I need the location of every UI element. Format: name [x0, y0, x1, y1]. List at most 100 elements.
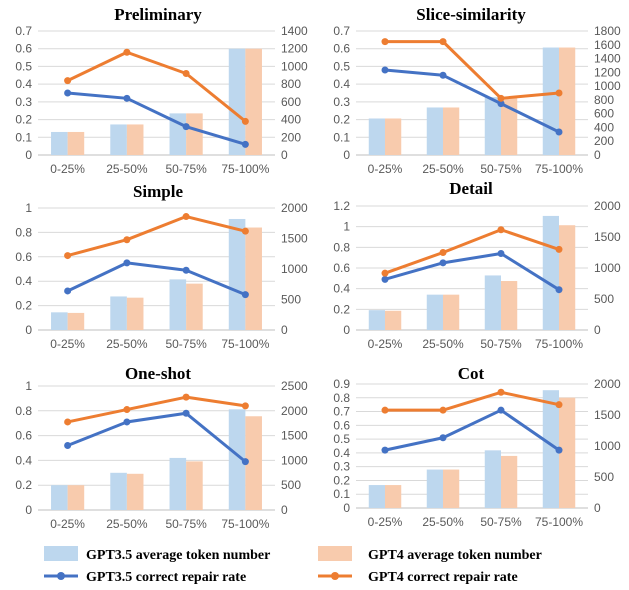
point-gpt4-rate: [381, 38, 389, 46]
left-tick-label: 0.6: [333, 418, 350, 432]
point-gpt4-rate: [381, 269, 389, 277]
line-gpt4-rate: [385, 390, 560, 412]
point-gpt4-rate: [555, 89, 563, 97]
left-tick-label: 1: [25, 379, 32, 393]
left-tick-label: 0.4: [333, 77, 350, 91]
panel-title: Cot: [458, 364, 485, 383]
bar-gpt4-tokens: [126, 473, 144, 510]
legend-marker-gpt35-rate: [57, 572, 65, 580]
bar-gpt35-tokens: [368, 118, 385, 155]
line-gpt35-rate: [384, 252, 560, 291]
chart-panel-4: Detail 0 0.2 0.4 0.6 0.8 1 1.2 0 500 1000 1500 2000 0…: [333, 179, 621, 351]
left-tick-label: 0.3: [15, 95, 32, 109]
right-tick-label: 800: [594, 93, 614, 107]
point-gpt35-rate: [381, 66, 389, 74]
right-tick-label: 1000: [594, 261, 621, 275]
point-gpt4-rate: [64, 77, 72, 85]
right-tick-label: 0: [594, 148, 601, 162]
line-gpt35-rate: [67, 91, 246, 146]
category-label: 75-100%: [535, 515, 583, 529]
legend-item-gpt35-rate: GPT3.5 correct repair rate: [44, 570, 246, 585]
point-gpt35-rate: [555, 128, 563, 136]
left-tick-label: 0.4: [15, 274, 32, 288]
point-gpt4-rate: [182, 393, 190, 401]
right-tick-label: 1000: [281, 453, 308, 467]
legend-swatch-gpt35-tokens: [44, 546, 78, 561]
right-tick-label: 1600: [594, 38, 621, 52]
left-tick-label: 0.2: [333, 473, 350, 487]
panel-title: One-shot: [125, 364, 191, 383]
bar-gpt35-tokens: [542, 47, 559, 155]
right-tick-label: 1400: [281, 24, 308, 38]
chart-panel-3: Simple 0 0.2 0.4 0.6 0.8 1 0 500 1000 1500 2000 0-25…: [15, 182, 308, 351]
point-gpt35-rate: [64, 89, 72, 97]
point-gpt35-rate: [241, 140, 249, 148]
point-gpt4-rate: [64, 252, 72, 260]
bar-gpt4-tokens: [559, 397, 576, 508]
right-tick-label: 200: [281, 130, 301, 144]
left-tick-label: 0.2: [333, 302, 350, 316]
left-tick-label: 0.7: [15, 24, 32, 38]
bar-gpt35-tokens: [542, 215, 559, 330]
right-tick-label: 500: [594, 470, 614, 484]
point-gpt35-rate: [241, 458, 249, 466]
right-tick-label: 1000: [281, 262, 308, 276]
point-gpt4-rate: [497, 388, 505, 396]
point-gpt4-rate: [241, 227, 249, 235]
right-tick-label: 0: [281, 148, 288, 162]
chart-panel-5: One-shot 0 0.2 0.4 0.6 0.8 1 0 500 1000 1500 2000 25…: [15, 364, 308, 531]
bar-gpt35-tokens: [484, 97, 501, 155]
left-tick-label: 0.4: [333, 282, 350, 296]
panel-title: Detail: [449, 179, 493, 198]
point-gpt4-rate: [555, 245, 563, 253]
left-tick-label: 0: [343, 323, 350, 337]
left-tick-label: 0.2: [15, 478, 32, 492]
category-label: 75-100%: [535, 162, 583, 176]
legend: GPT3.5 average token number GPT4 average…: [44, 546, 542, 585]
left-tick-label: 0.8: [15, 225, 32, 239]
bar-gpt35-tokens: [51, 485, 68, 510]
category-label: 25-50%: [422, 515, 464, 529]
line-gpt4-rate: [67, 395, 246, 424]
category-label: 75-100%: [221, 517, 269, 531]
point-gpt35-rate: [555, 446, 563, 454]
left-tick-label: 1: [343, 220, 350, 234]
left-tick-label: 0.6: [15, 250, 32, 264]
bar-gpt35-tokens: [228, 218, 246, 330]
point-gpt4-rate: [241, 117, 249, 125]
point-gpt35-rate: [439, 259, 447, 267]
bar-gpt4-tokens: [67, 131, 85, 155]
category-label: 75-100%: [221, 337, 269, 351]
point-gpt4-rate: [123, 48, 131, 56]
bar-gpt4-tokens: [245, 48, 262, 155]
bar-gpt35-tokens: [368, 485, 385, 508]
right-tick-label: 2000: [594, 377, 621, 391]
right-tick-label: 1200: [594, 65, 621, 79]
right-tick-label: 2000: [594, 199, 621, 213]
point-gpt35-rate: [123, 418, 131, 426]
point-gpt35-rate: [497, 406, 505, 414]
left-tick-label: 0.4: [15, 77, 32, 91]
right-tick-label: 200: [594, 134, 614, 148]
left-tick-label: 0.4: [15, 453, 32, 467]
right-tick-label: 800: [281, 77, 301, 91]
bar-gpt4-tokens: [385, 118, 402, 155]
bar-gpt35-tokens: [228, 409, 246, 510]
left-tick-label: 0.8: [333, 240, 350, 254]
point-gpt35-rate: [123, 94, 131, 102]
line-gpt35-rate: [384, 68, 560, 134]
bar-gpt4-tokens: [501, 455, 518, 508]
left-tick-label: 0.2: [15, 113, 32, 127]
left-tick-label: 0.1: [333, 487, 350, 501]
left-tick-label: 0.2: [333, 113, 350, 127]
right-tick-label: 1000: [594, 79, 621, 93]
bar-gpt35-tokens: [228, 48, 246, 155]
line-gpt4-rate: [385, 40, 560, 100]
left-tick-label: 0: [343, 501, 350, 515]
left-tick-label: 0.3: [333, 460, 350, 474]
left-tick-label: 0.5: [333, 432, 350, 446]
bar-gpt4-tokens: [443, 294, 460, 330]
legend-label-gpt4-tokens: GPT4 average token number: [368, 548, 542, 563]
category-label: 25-50%: [106, 337, 148, 351]
category-label: 50-75%: [165, 162, 207, 176]
